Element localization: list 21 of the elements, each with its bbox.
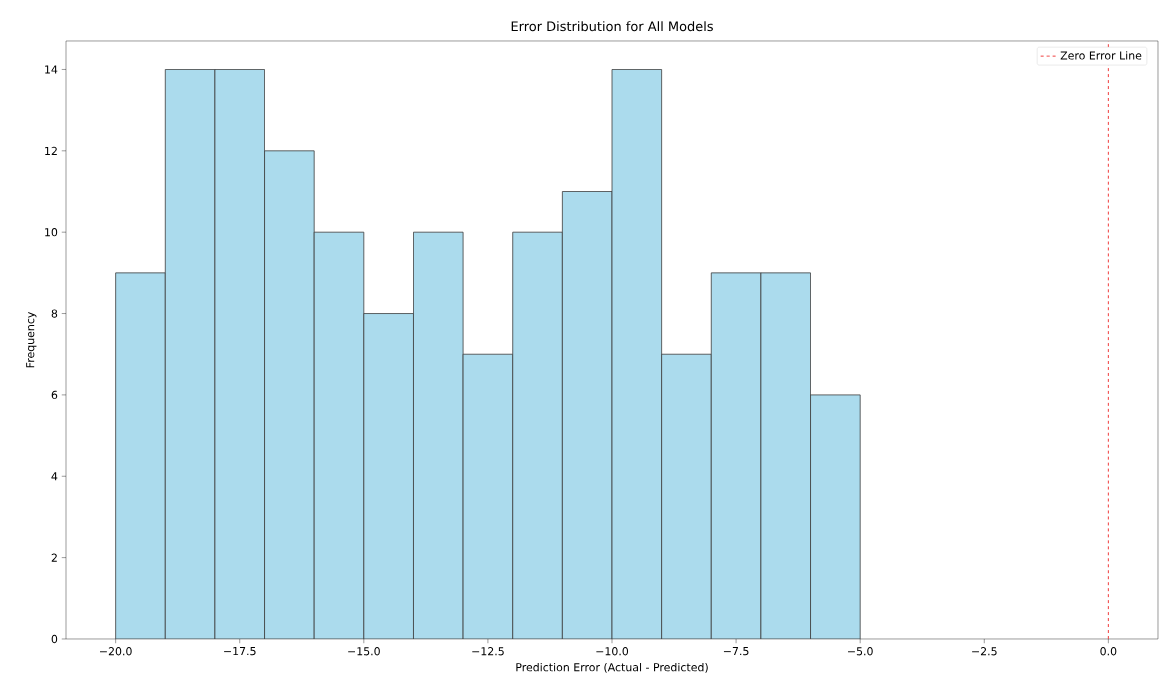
x-tick-label: −7.5: [723, 647, 749, 656]
y-tick-label: 14: [45, 65, 58, 74]
y-tick-label: 10: [45, 228, 58, 237]
y-tick-label: 12: [45, 146, 57, 155]
x-tick-label: −17.5: [224, 647, 256, 656]
x-axis-title: Prediction Error (Actual - Predicted): [516, 662, 708, 673]
chart-title: Error Distribution for All Models: [511, 21, 713, 32]
x-tick-label: −2.5: [972, 647, 997, 656]
x-tick-label: −5.0: [848, 647, 873, 656]
y-tick-label: 0: [51, 634, 58, 644]
y-tick-label: 8: [51, 309, 58, 318]
y-tick-label: 6: [51, 390, 58, 400]
y-axis-title: Frequency: [26, 312, 37, 368]
x-tick-label: −15.0: [348, 647, 380, 656]
ref-line-label: Zero Error Line: [1060, 51, 1142, 60]
x-tick-label: −10.0: [596, 647, 629, 656]
y-tick-label: 4: [51, 472, 58, 481]
x-tick-label: 0.0: [1100, 647, 1117, 656]
y-tick-label: 2: [51, 553, 57, 562]
x-tick-label: −12.5: [472, 647, 504, 656]
x-tick-label: −20.0: [100, 647, 132, 656]
